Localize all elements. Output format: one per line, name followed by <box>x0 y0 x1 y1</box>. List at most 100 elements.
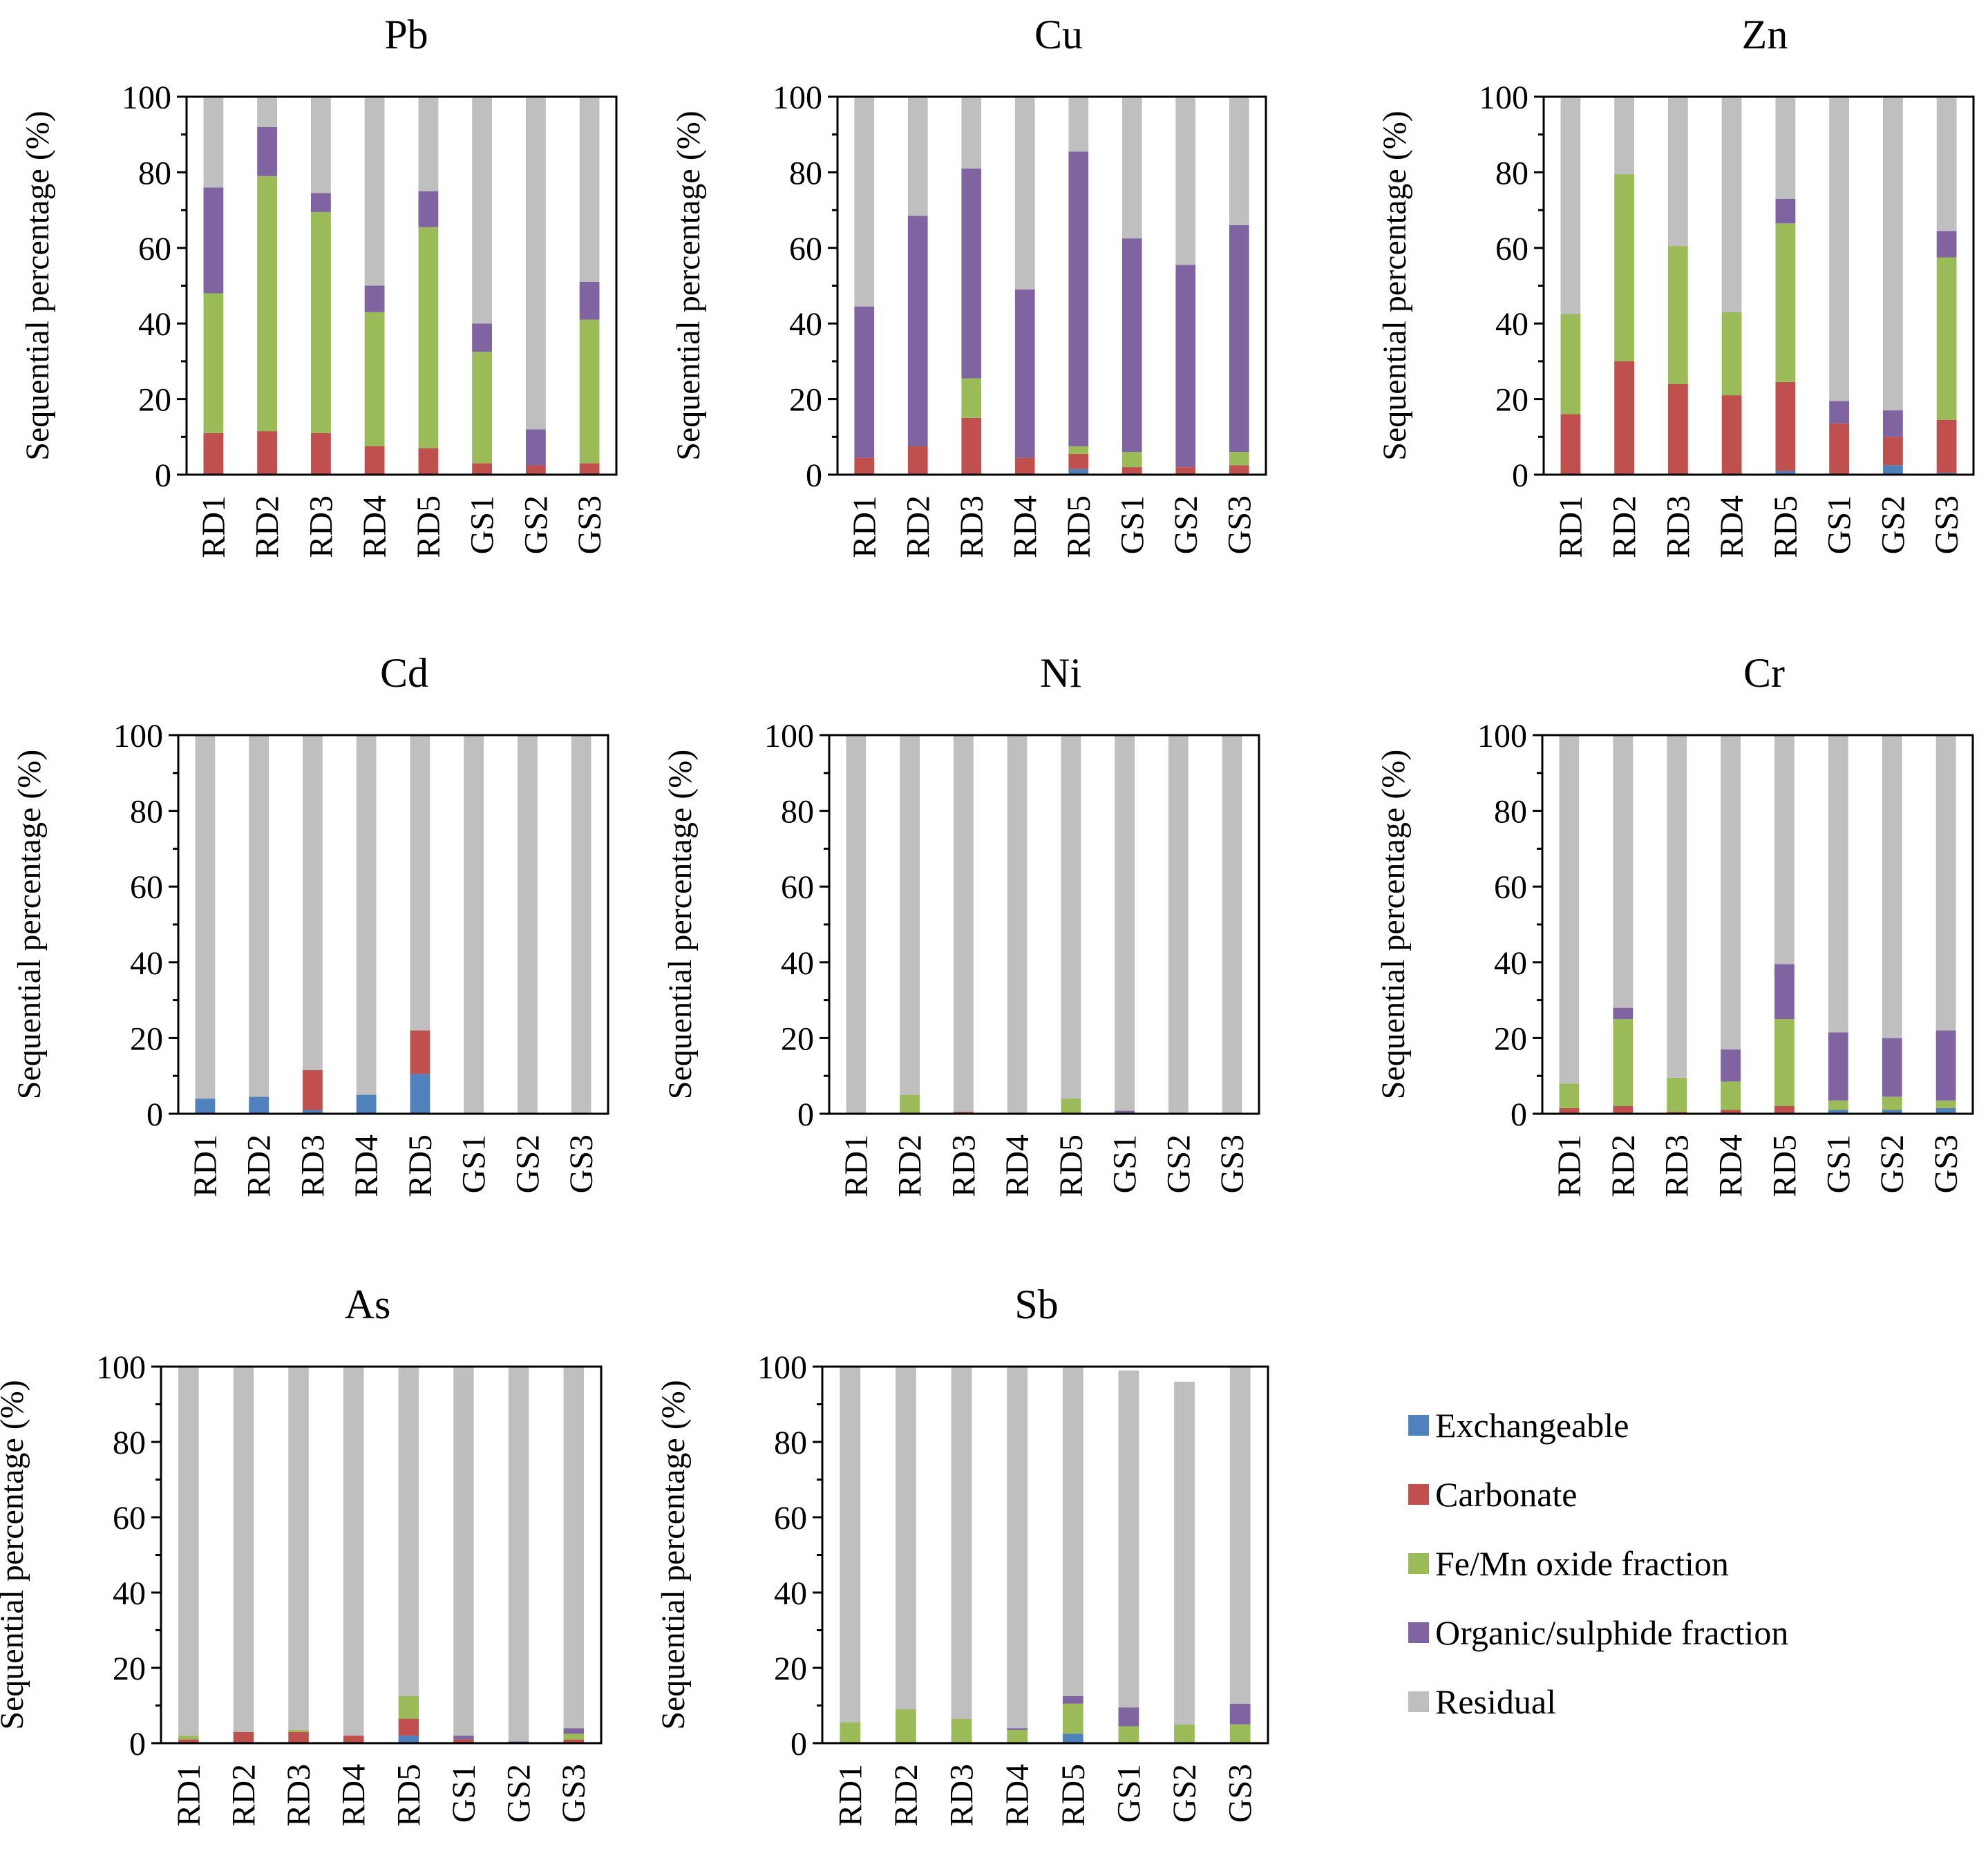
x-tick-label: RD3 <box>1660 495 1696 558</box>
plot-frame <box>1541 734 1974 1115</box>
x-tick-label: RD4 <box>1714 495 1750 558</box>
legend-swatch-carbonate <box>1408 1484 1429 1505</box>
x-tick-label: RD3 <box>303 495 339 558</box>
bar-segment-rd3-fe-mn-oxide-fraction <box>288 1729 309 1732</box>
bar-segment-rd1-organic-sulphide-fraction <box>854 306 875 458</box>
x-tick-label: RD2 <box>241 1134 278 1197</box>
y-tick-label: 60 <box>1494 869 1527 906</box>
bar-segment-gs3-fe-mn-oxide-fraction <box>1935 1100 1956 1108</box>
bar-segment-rd5-residual <box>418 97 439 191</box>
bar-segment-rd3-residual <box>311 97 331 193</box>
bar-segment-gs1-exchangeable <box>1828 1110 1848 1114</box>
bar-segment-rd3-carbonate <box>303 1070 323 1110</box>
bar-segment-rd1-residual <box>840 1367 861 1722</box>
bar-segment-gs1-organic-sulphide-fraction <box>1115 1110 1135 1114</box>
y-tick-label: 60 <box>1495 231 1528 267</box>
x-tick-label: RD2 <box>892 1134 929 1197</box>
bar-segment-rd1-carbonate <box>178 1739 199 1743</box>
panel-zn: Zn RD1 RD2 RD3 RD4 RD5 GS1 GS2 GS3 0 20 40 60 80 100 Se… <box>1376 12 1975 558</box>
x-tick-label: RD2 <box>888 1764 925 1827</box>
bar-segment-rd5-organic-sulphide-fraction <box>1068 151 1089 447</box>
y-axis-label: Sequential percentage (%) <box>19 111 56 460</box>
bar-segment-gs3-organic-sulphide-fraction <box>1935 1030 1956 1101</box>
bar-segment-gs2-exchangeable <box>1882 1110 1902 1114</box>
x-tick-label: RD4 <box>1007 495 1043 558</box>
bar-segment-gs1-fe-mn-oxide-fraction <box>1121 452 1142 468</box>
plot-frame <box>836 95 1267 476</box>
bar-segment-rd3-fe-mn-oxide-fraction <box>951 1718 972 1743</box>
bar-segment-gs3-residual <box>571 735 591 1114</box>
bar-segment-rd5-organic-sulphide-fraction <box>418 191 439 227</box>
bar-segment-rd1-fe-mn-oxide-fraction <box>1559 1083 1580 1108</box>
bar-segment-gs1-organic-sulphide-fraction <box>1121 238 1142 453</box>
plot-frame <box>828 734 1260 1115</box>
bar-segment-gs1-organic-sulphide-fraction <box>453 1736 474 1740</box>
legend-swatch-organic-sulphide-fraction <box>1408 1622 1429 1643</box>
bar-segment-rd5-exchangeable <box>1062 1733 1083 1743</box>
bar-segment-gs1-carbonate <box>1121 467 1142 475</box>
bar-segment-rd5-residual <box>1775 97 1796 199</box>
panel-title: Cu <box>1034 12 1083 57</box>
bar-segment-rd1-residual <box>178 1367 199 1736</box>
y-tick-label: 60 <box>774 1500 807 1537</box>
bar-segment-rd2-fe-mn-oxide-fraction <box>900 1094 920 1114</box>
bar-segment-gs3-exchangeable <box>1935 1108 1956 1114</box>
x-tick-label: GS1 <box>1820 1134 1857 1193</box>
x-tick-label: GS2 <box>501 1764 538 1823</box>
panel-pb: Pb RD1 RD2 RD3 RD4 RD5 GS1 GS2 GS3 0 20 40 60 80 100 Se… <box>19 12 618 558</box>
legend-swatch-fe-mn-oxide-fraction <box>1408 1553 1429 1574</box>
bar-segment-rd4-exchangeable <box>356 1094 377 1114</box>
bar-segment-gs3-organic-sulphide-fraction <box>1229 1703 1251 1725</box>
bar-segment-rd4-carbonate <box>1721 1110 1741 1114</box>
y-tick-label: 80 <box>781 794 814 830</box>
x-tick-label: GS2 <box>1874 1134 1911 1193</box>
bar-segment-rd4-carbonate <box>1721 395 1742 475</box>
x-tick-label: RD1 <box>838 1134 875 1197</box>
bar-segment-rd5-fe-mn-oxide-fraction <box>1775 223 1796 382</box>
bar-segment-rd5-carbonate <box>418 448 439 475</box>
plot-frame <box>821 1365 1269 1745</box>
x-tick-label: GS2 <box>1875 495 1911 554</box>
y-tick-label: 100 <box>122 79 171 116</box>
legend-label-residual: Residual <box>1435 1682 1556 1721</box>
bar-segment-rd1-residual <box>854 97 875 307</box>
bar-segment-gs1-organic-sulphide-fraction <box>1118 1707 1139 1727</box>
x-tick-label: RD3 <box>944 1764 981 1827</box>
x-tick-label: RD4 <box>1713 1134 1750 1197</box>
y-tick-label: 20 <box>138 382 171 419</box>
plot-frame <box>185 95 618 476</box>
bar-segment-rd3-residual <box>951 1367 972 1719</box>
bar-segment-rd5-residual <box>1061 735 1081 1099</box>
bar-segment-rd2-fe-mn-oxide-fraction <box>257 175 277 432</box>
bar-segment-rd2-fe-mn-oxide-fraction <box>1614 174 1634 361</box>
bar-segment-gs1-carbonate <box>453 1739 474 1743</box>
bar-segment-rd4-fe-mn-oxide-fraction <box>364 312 385 446</box>
y-tick-label: 0 <box>155 457 171 494</box>
bar-segment-rd4-organic-sulphide-fraction <box>364 285 385 312</box>
x-tick-label: GS1 <box>446 1764 482 1823</box>
bar-segment-rd4-residual <box>364 97 385 286</box>
bar-segment-gs3-organic-sulphide-fraction <box>579 282 600 320</box>
bar-segment-rd3-carbonate <box>288 1731 309 1743</box>
y-tick-label: 0 <box>1511 1096 1527 1133</box>
bar-segment-gs2-residual <box>526 97 546 430</box>
panel-title: Sb <box>1014 1282 1058 1327</box>
bar-segment-gs3-residual <box>1222 735 1242 1114</box>
x-tick-label: RD1 <box>171 1764 207 1827</box>
bar-segment-gs2-residual <box>518 735 538 1114</box>
panel-cd: Cd RD1 RD2 RD3 RD4 RD5 GS1 GS2 GS3 0 20 40 60 80 100 Se… <box>11 650 609 1197</box>
bar-segment-rd5-fe-mn-oxide-fraction <box>1774 1019 1795 1106</box>
bar-segment-gs3-fe-mn-oxide-fraction <box>1229 1724 1251 1744</box>
x-tick-label: GS2 <box>518 495 554 554</box>
x-tick-label: RD1 <box>187 1134 224 1197</box>
bar-segment-gs3-fe-mn-oxide-fraction <box>579 319 600 464</box>
bar-segment-gs3-residual <box>1936 97 1957 231</box>
bar-segment-rd3-residual <box>1668 97 1688 247</box>
x-tick-label: RD1 <box>1553 495 1589 558</box>
bar-segment-gs3-residual <box>1229 1367 1251 1704</box>
x-tick-label: GS3 <box>1928 1134 1965 1193</box>
legend-label-fe-mn-oxide-fraction: Fe/Mn oxide fraction <box>1435 1544 1729 1583</box>
bar-segment-rd4-fe-mn-oxide-fraction <box>1721 1081 1741 1110</box>
bar-segment-gs3-organic-sulphide-fraction <box>1229 225 1249 453</box>
